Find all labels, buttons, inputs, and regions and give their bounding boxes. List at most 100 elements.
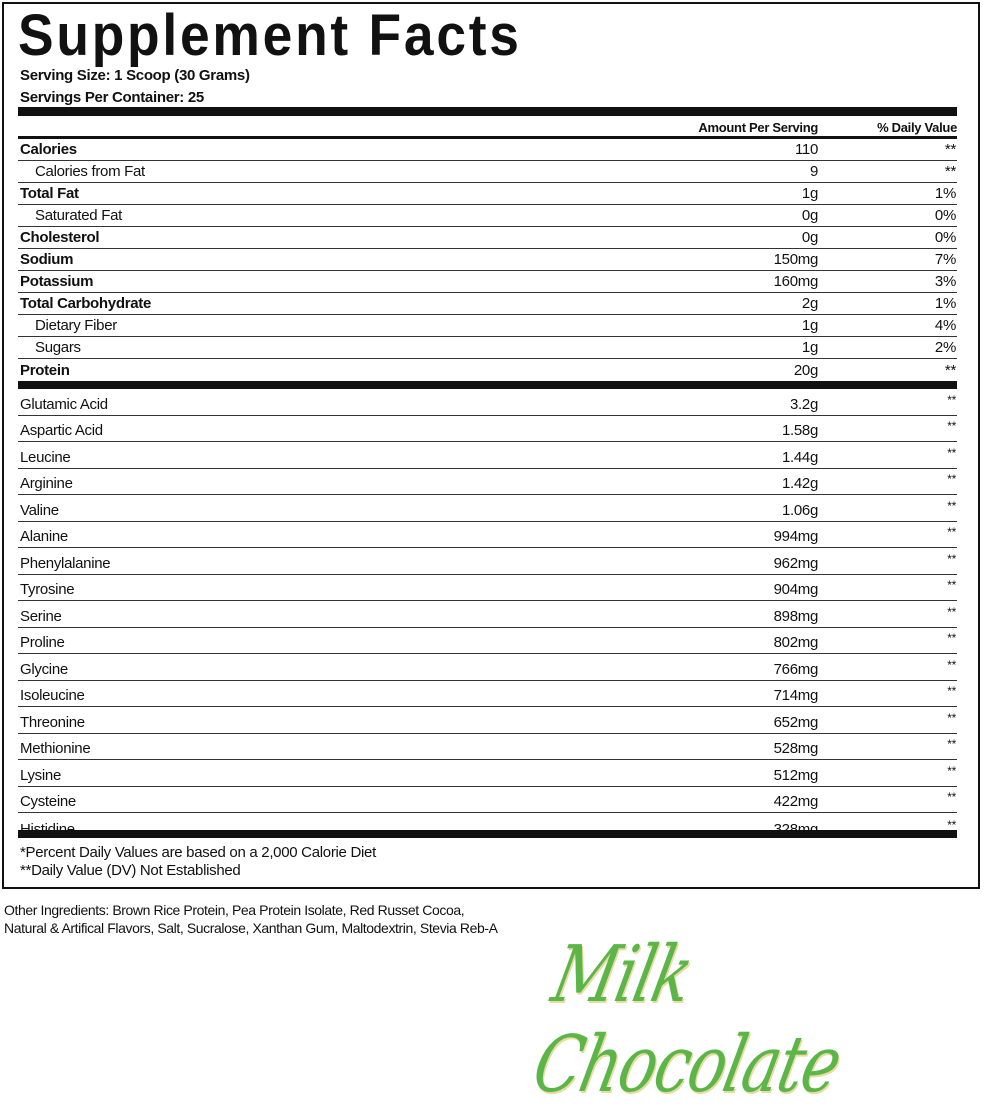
nutrient-amount: 904mg <box>773 581 819 598</box>
nutrient-row: Lysine 512mg ** <box>18 760 957 787</box>
nutrient-row: Isoleucine 714mg ** <box>18 681 957 707</box>
nutrient-amount: 150mg <box>773 251 819 268</box>
thick-divider <box>18 107 957 116</box>
nutrient-dv: ** <box>947 419 956 433</box>
footnote-not-established: **Daily Value (DV) Not Established <box>20 862 241 879</box>
dv-header: % Daily Value <box>877 120 957 135</box>
nutrient-amount: 1g <box>801 185 818 202</box>
nutrient-name: Tyrosine <box>20 581 75 598</box>
nutrient-name: Aspartic Acid <box>20 422 103 439</box>
thick-divider <box>18 381 957 389</box>
nutrient-row: Protein 20g ** <box>18 359 957 381</box>
nutrient-row: Serine 898mg ** <box>18 601 957 628</box>
nutrient-name: Sugars <box>35 339 81 356</box>
nutrient-row: Threonine 652mg ** <box>18 707 957 734</box>
nutrient-row: Sodium 150mg 7% <box>18 249 957 271</box>
nutrient-row: Total Fat 1g 1% <box>18 183 957 205</box>
nutrient-name: Glutamic Acid <box>20 395 108 413</box>
serving-size: Serving Size: 1 Scoop (30 Grams) <box>20 67 250 84</box>
nutrient-dv: ** <box>944 163 956 180</box>
nutrient-row: Valine 1.06g ** <box>18 495 957 522</box>
nutrient-row: Methionine 528mg ** <box>18 734 957 760</box>
nutrient-row: Leucine 1.44g ** <box>18 442 957 469</box>
nutrient-dv: ** <box>947 392 956 407</box>
nutrient-name: Calories <box>20 141 77 158</box>
nutrient-dv: ** <box>947 472 956 486</box>
nutrient-dv: ** <box>947 631 956 645</box>
nutrient-amount: 3.2g <box>790 395 818 413</box>
nutrient-row: Saturated Fat 0g 0% <box>18 205 957 227</box>
nutrient-row: Proline 802mg ** <box>18 628 957 654</box>
nutrient-dv: ** <box>947 817 956 832</box>
nutrient-amount: 110 <box>794 141 818 158</box>
nutrient-amount: 1.58g <box>781 422 818 439</box>
nutrient-name: Lysine <box>20 766 62 784</box>
nutrient-amount: 0g <box>801 207 818 224</box>
nutrient-amount: 0g <box>801 229 818 246</box>
nutrient-amount: 1.06g <box>781 501 818 519</box>
nutrient-amount: 9 <box>809 163 818 180</box>
nutrient-row: Aspartic Acid 1.58g ** <box>18 416 957 442</box>
nutrient-name: Phenylalanine <box>20 554 111 572</box>
other-ingredients-cont: Natural & Artifical Flavors, Salt, Sucra… <box>4 920 498 936</box>
nutrient-row: Sugars 1g 2% <box>18 337 957 359</box>
nutrient-row: Tyrosine 904mg ** <box>18 575 957 601</box>
nutrient-dv: ** <box>947 763 956 778</box>
nutrient-amount: 994mg <box>773 528 819 545</box>
nutrient-amount: 20g <box>793 362 818 379</box>
nutrient-name: Arginine <box>20 475 73 492</box>
nutrient-row: Total Carbohydrate 2g 1% <box>18 293 957 315</box>
nutrient-dv: ** <box>947 684 956 698</box>
nutrient-name: Serine <box>20 607 62 625</box>
nutrient-amount: 802mg <box>773 634 819 651</box>
nutrient-row: Cholesterol 0g 0% <box>18 227 957 249</box>
nutrient-amount: 766mg <box>773 660 819 678</box>
nutrient-name: Total Fat <box>20 185 79 202</box>
nutrient-amount: 652mg <box>773 713 819 731</box>
nutrient-name: Total Carbohydrate <box>20 295 152 312</box>
divider <box>18 136 957 139</box>
nutrient-name: Dietary Fiber <box>35 317 117 334</box>
nutrient-dv: 0% <box>934 229 956 246</box>
nutrient-dv: 4% <box>934 317 956 334</box>
nutrient-dv: 1% <box>934 295 956 312</box>
nutrient-name: Proline <box>20 634 65 651</box>
nutrient-name: Saturated Fat <box>35 207 122 224</box>
nutrient-name: Glycine <box>20 660 68 678</box>
nutrient-name: Calories from Fat <box>35 163 145 180</box>
nutrient-amount: 1.42g <box>781 475 818 492</box>
nutrient-dv: 1% <box>934 185 956 202</box>
nutrient-dv: 7% <box>934 251 956 268</box>
nutrient-dv: ** <box>947 525 956 539</box>
nutrient-dv: 0% <box>934 207 956 224</box>
nutrient-dv: ** <box>947 445 956 460</box>
nutrient-name: Protein <box>20 362 70 379</box>
supplement-facts-panel <box>2 2 980 889</box>
nutrient-amount: 1.44g <box>781 448 818 466</box>
other-ingredients: Other Ingredients: Brown Rice Protein, P… <box>4 902 465 918</box>
nutrient-amount: 898mg <box>773 607 819 625</box>
thick-divider <box>18 830 957 838</box>
nutrient-amount: 512mg <box>773 766 819 784</box>
nutrient-row: Cysteine 422mg ** <box>18 787 957 813</box>
nutrient-name: Isoleucine <box>20 687 85 704</box>
nutrient-row: Dietary Fiber 1g 4% <box>18 315 957 337</box>
nutrient-name: Cysteine <box>20 793 76 810</box>
nutrient-row: Glycine 766mg ** <box>18 654 957 681</box>
nutrient-name: Sodium <box>20 251 74 268</box>
nutrient-dv: ** <box>947 604 956 619</box>
panel-title: Supplement Facts <box>18 3 522 68</box>
nutrient-dv: ** <box>947 578 956 592</box>
nutrient-dv: 3% <box>934 273 956 290</box>
nutrient-amount: 1g <box>801 317 818 334</box>
nutrient-dv: ** <box>947 498 956 513</box>
amount-header: Amount Per Serving <box>698 120 818 135</box>
flavor-name: Milk Chocolate <box>525 930 848 1110</box>
nutrient-dv: ** <box>947 790 956 804</box>
nutrient-name: Potassium <box>20 273 94 290</box>
nutrient-dv: ** <box>947 551 956 566</box>
nutrient-dv: ** <box>947 737 956 751</box>
nutrient-name: Valine <box>20 501 59 519</box>
nutrient-dv: ** <box>944 141 956 158</box>
nutrient-amount: 2g <box>801 295 818 312</box>
